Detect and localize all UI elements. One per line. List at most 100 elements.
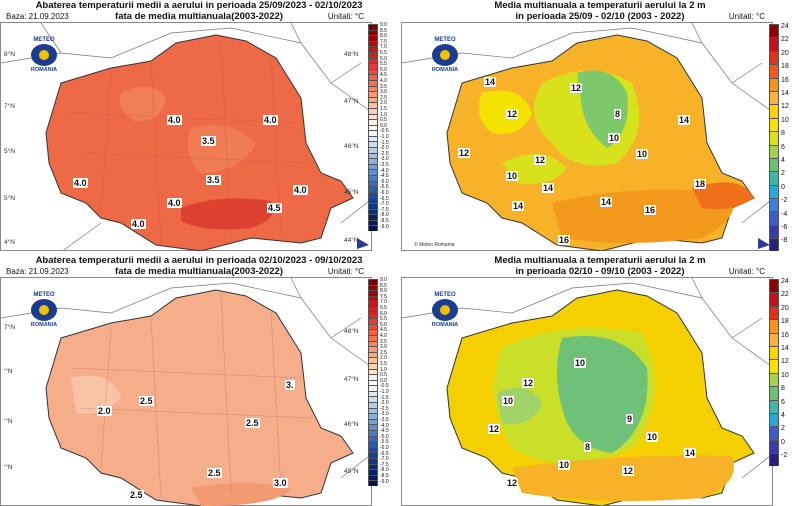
- anomaly-zone-light: [120, 86, 166, 122]
- colorbar-swatch: [368, 441, 378, 447]
- romania-shape: [45, 289, 354, 506]
- colorbar-label: 5.0: [380, 321, 387, 328]
- colorbar-swatch: [368, 197, 378, 203]
- anomaly-zone-mid: [191, 483, 291, 506]
- colorbar-label: 16: [781, 76, 789, 84]
- contour-label: 4.0: [131, 219, 146, 229]
- colorbar-swatch: [368, 374, 378, 380]
- temperature-colorbar: 24 22 20 18 16 14 12 10 8 6 4 2 0 -2: [769, 278, 795, 467]
- contour-label: 2.5: [129, 490, 144, 500]
- colorbar-swatch: [769, 332, 779, 346]
- colorbar-swatch: [368, 29, 378, 36]
- colorbar-label: 24: [781, 23, 789, 30]
- mean-temp-map-panel-2: Media multianuala a temperaturii aerului…: [401, 255, 799, 506]
- colorbar-label: 0.0: [380, 377, 387, 384]
- lat-label-right: 44°N: [344, 237, 359, 244]
- colorbar-swatch: [368, 219, 378, 226]
- colorbar-label: -5.0: [380, 178, 389, 185]
- lat-label-right: 45°N: [344, 468, 359, 475]
- temp-zone-cool-sw: [502, 154, 567, 184]
- colorbar-swatch: [769, 211, 779, 225]
- panel-title: Abaterea temperaturii medii a aerului in…: [35, 255, 363, 277]
- colorbar-swatch: [368, 312, 378, 319]
- colorbar-swatch: [368, 368, 378, 375]
- colorbar-swatch: [769, 131, 779, 145]
- colorbar-label: 2.5: [380, 94, 387, 101]
- colorbar-swatch: [769, 184, 779, 199]
- colorbar-swatch: [769, 399, 779, 413]
- lat-label-left: 5°N: [4, 148, 15, 155]
- colorbar-swatch: [368, 385, 378, 391]
- colorbar-swatch: [368, 458, 378, 464]
- colorbar-label: 4.5: [380, 72, 387, 79]
- contour-label: 3.5: [201, 136, 216, 146]
- colorbar-swatch: [368, 113, 378, 120]
- lat-label-left: '°N: [4, 368, 13, 375]
- colorbar-label: -3.5: [380, 162, 389, 168]
- colorbar-label: -2.5: [380, 150, 389, 157]
- map-frame: 10 12 10 12 9 10 8 10 14 12 12 METEO ROM…: [401, 277, 774, 506]
- contour-label: 3.5: [206, 175, 221, 185]
- contour-label: 10: [574, 358, 587, 368]
- contour-label: 10: [506, 171, 519, 181]
- contour-label: 14: [484, 77, 497, 87]
- colorbar-swatch: [368, 203, 378, 209]
- temp-zone-hot: [692, 182, 754, 210]
- colorbar-label: -6.5: [380, 450, 389, 457]
- colorbar-swatch: [368, 163, 378, 170]
- colorbar-label: -6.0: [380, 445, 389, 451]
- colorbar-swatch: [769, 359, 779, 373]
- temperature-colorbar: 24 22 20 18 16 14 12 10 8 6 4 2 0 -2 -4 -6 -8: [769, 23, 795, 251]
- colorbar-label: 4.0: [380, 78, 387, 84]
- colorbar-label: -7.5: [380, 206, 389, 213]
- map-arrow-icon: [357, 238, 369, 249]
- colorbar-label: 8.5: [380, 282, 387, 289]
- colorbar-label: 0.0: [380, 122, 387, 129]
- contour-label: 14: [684, 448, 697, 458]
- colorbar-swatch: [368, 362, 378, 369]
- contour-label: 8: [584, 442, 592, 452]
- colorbar-label: -1.5: [380, 139, 389, 146]
- colorbar-label: -0.5: [380, 383, 389, 390]
- colorbar-swatch: [769, 279, 779, 293]
- county-lines: [70, 292, 312, 499]
- colorbar-label: -4.0: [380, 422, 389, 429]
- colorbar-swatch: [368, 346, 378, 352]
- colorbar-label: -7.5: [380, 461, 389, 468]
- lat-label-right: 47°N: [344, 98, 359, 105]
- colorbar-swatch: [769, 50, 779, 65]
- colorbar-swatch: [368, 180, 378, 187]
- colorbar-swatch: [769, 453, 779, 467]
- colorbar-swatch: [769, 37, 779, 51]
- colorbar-label: 22: [781, 291, 789, 299]
- colorbar-swatch: [368, 323, 378, 330]
- anomaly-colorbar: 9.0 8.5 8.0 7.5 7.0 6.5 6.0 5.5 5.0 4.5 4.0 3.5 3.0 2…: [368, 23, 394, 231]
- colorbar-swatch: [368, 208, 378, 215]
- colorbar-label: 4.5: [380, 327, 387, 334]
- colorbar-swatch: [368, 284, 378, 291]
- meteo-romania-logo: METEO ROMANIA: [30, 37, 58, 73]
- lat-label-right: 46°N: [344, 421, 359, 428]
- colorbar-swatch: [368, 357, 378, 363]
- colorbar-swatch: [368, 175, 378, 181]
- colorbar-label: 7.0: [380, 44, 387, 51]
- colorbar-label: -2: [781, 197, 788, 205]
- colorbar-swatch: [769, 372, 779, 387]
- contour-label: 2.0: [97, 406, 112, 416]
- colorbar-label: 18: [781, 318, 789, 326]
- colorbar-label: 10: [781, 116, 789, 124]
- contour-label: 14: [678, 115, 691, 125]
- contour-label: 9: [626, 414, 634, 424]
- colorbar-swatch: [368, 158, 378, 164]
- copyright-text: © Meteo Romania: [414, 242, 455, 248]
- colorbar-label: 16: [781, 331, 789, 339]
- contour-label: 10: [608, 133, 621, 143]
- colorbar-label: 6.5: [380, 50, 387, 56]
- colorbar-swatch: [368, 63, 378, 69]
- colorbar-label: 5.5: [380, 61, 387, 68]
- contour-label: 3.: [285, 380, 295, 390]
- colorbar-swatch: [368, 135, 378, 142]
- colorbar-swatch: [769, 238, 779, 251]
- colorbar-label: -4.5: [380, 428, 389, 435]
